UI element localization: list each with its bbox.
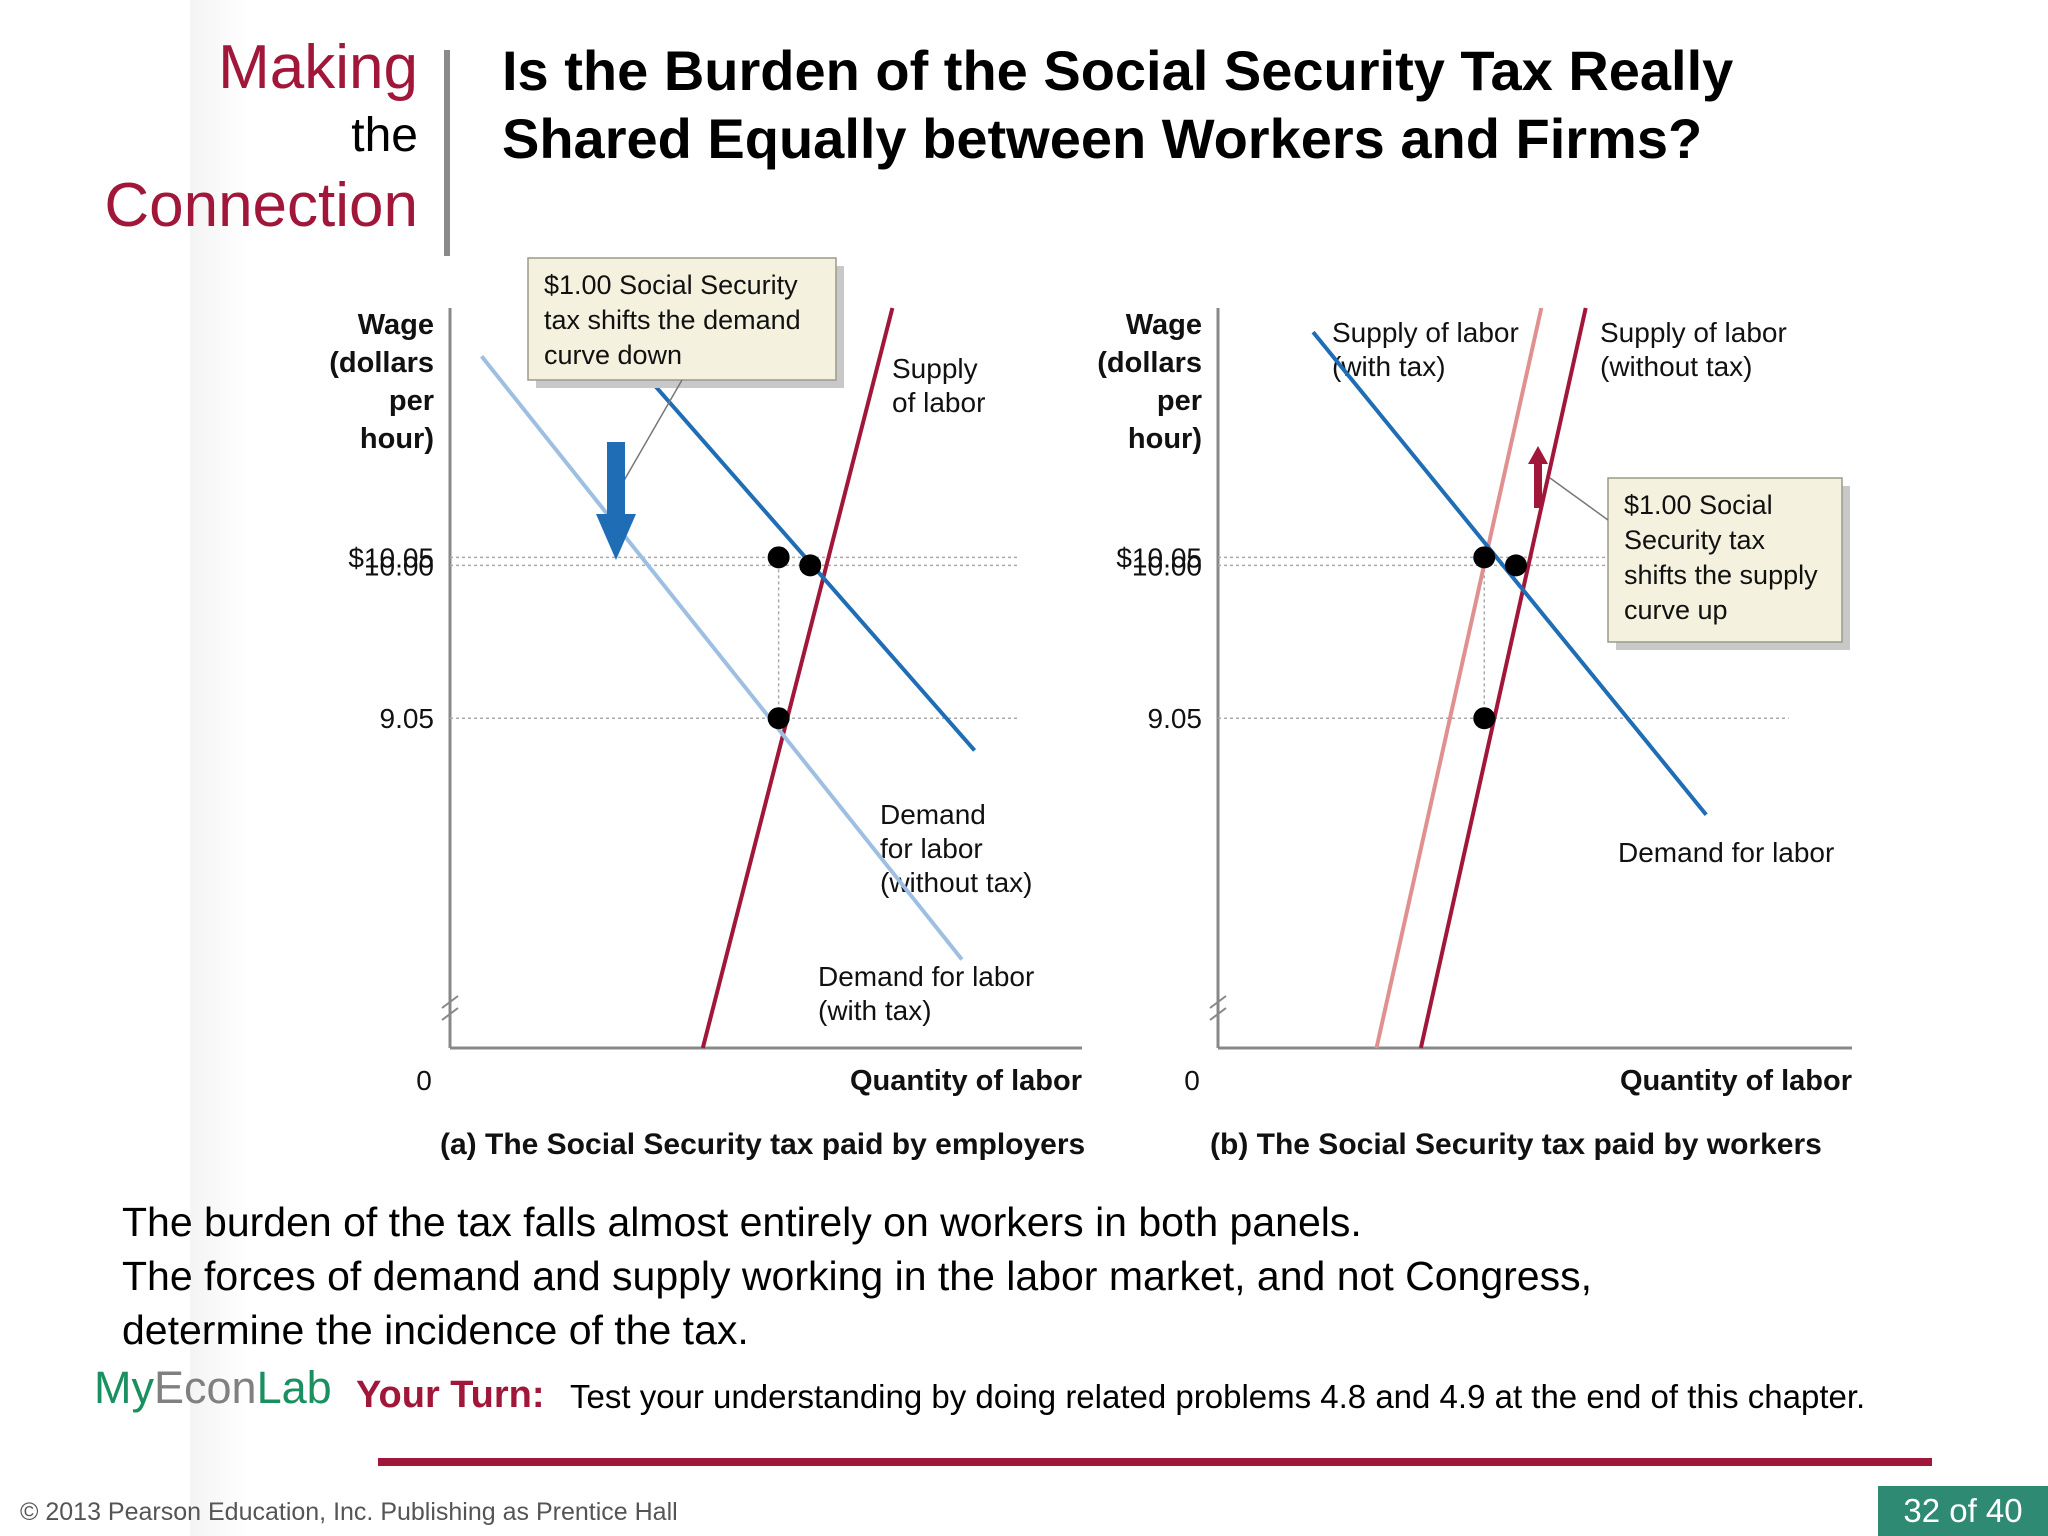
copyright-text: © 2013 Pearson Education, Inc. Publishin… [20, 1498, 678, 1526]
myeconlab-econ: Econ [154, 1362, 257, 1413]
series-label-1-1-1: (without tax) [1600, 351, 1753, 382]
y-axis-label-0-3: hour) [360, 423, 434, 455]
footer-rule [378, 1458, 1932, 1466]
equilibrium-point-1-0 [1473, 546, 1496, 569]
series-label-0-1-2: (without tax) [880, 867, 1033, 898]
shift-arrow-down-0 [596, 442, 636, 560]
page-number: 32 of 40 [1878, 1486, 2048, 1536]
myeconlab-lab: Lab [256, 1362, 332, 1413]
annotation-text-0-2: curve down [544, 340, 682, 370]
y-axis-label-1-2: per [1157, 385, 1202, 417]
y-tick-label-1-0: $10.05 [1116, 542, 1202, 573]
series-label-0-1-1: for labor [880, 833, 983, 864]
series-line-1-0 [1374, 307, 1544, 1049]
annotation-leader-0 [621, 379, 683, 485]
your-turn-text: Test your understanding by doing related… [570, 1378, 1866, 1415]
equilibrium-point-0-2 [767, 707, 790, 730]
series-label-0-1-0: Demand [880, 799, 986, 830]
series-label-1-1-0: Supply of labor [1600, 317, 1787, 348]
annotation-box-0 [527, 257, 837, 381]
charts-canvas: Wage (dollars per hour) 0 Quantity of labor (a… [329, 257, 1852, 1161]
series-line-0-2 [480, 355, 964, 961]
series-label-1-0-0: Supply of labor [1332, 317, 1519, 348]
series-label-0-0-1: of labor [892, 387, 985, 418]
axis-break-0 [441, 995, 459, 1021]
annotation-text-1-1: Security tax [1624, 525, 1766, 555]
y-axis-label-0-0: Wage [358, 309, 434, 341]
equilibrium-point-0-0 [767, 546, 790, 569]
shift-arrow-up-1 [1528, 446, 1548, 508]
y-tick-label-1-2: 9.05 [1148, 703, 1203, 734]
y-tick-label-1-1: 10.00 [1132, 550, 1202, 581]
brand-the: the [351, 109, 418, 162]
series-line-0-0 [700, 307, 895, 1049]
slide-title-line-1: Is the Burden of the Social Security Tax… [502, 39, 1734, 102]
series-line-1-1 [1418, 307, 1588, 1049]
brand-divider [444, 50, 450, 256]
axis-break-1 [1209, 995, 1227, 1021]
origin-label-1: 0 [1184, 1065, 1200, 1096]
equilibrium-point-1-1 [1504, 554, 1527, 577]
brand-connection: Connection [104, 171, 418, 240]
myeconlab-my: My [94, 1362, 154, 1413]
series-label-0-2-0: Demand for labor [818, 961, 1034, 992]
body-text-line-2: The forces of demand and supply working … [122, 1253, 1592, 1299]
annotation-text-1-2: shifts the supply [1624, 560, 1818, 590]
y-axis-label-1-1: (dollars [1097, 347, 1202, 379]
panel-title-1: (b) The Social Security tax paid by work… [1210, 1128, 1822, 1161]
y-tick-label-0-2: 9.05 [380, 703, 435, 734]
y-tick-label-0-1: 10.00 [364, 550, 434, 581]
annotation-text-1-3: curve up [1624, 595, 1728, 625]
x-axis-label-1: Quantity of labor [1620, 1065, 1852, 1097]
x-axis-label-0: Quantity of labor [850, 1065, 1082, 1097]
y-axis-label-0-1: (dollars [329, 347, 434, 379]
slide-title-line-2: Shared Equally between Workers and Firms… [502, 107, 1703, 170]
annotation-text-0-0: $1.00 Social Security [544, 270, 798, 300]
myeconlab-logo: MyEconLab [94, 1362, 332, 1414]
y-axis-label-1-0: Wage [1126, 309, 1202, 341]
panel-title-0: (a) The Social Security tax paid by empl… [440, 1128, 1085, 1161]
annotation-leader-1 [1549, 477, 1609, 521]
equilibrium-point-0-1 [799, 554, 822, 577]
equilibrium-point-1-2 [1473, 707, 1496, 730]
brand-making: Making [218, 33, 418, 102]
annotation-text-0-1: tax shifts the demand [544, 305, 801, 335]
y-axis-label-1-3: hour) [1128, 423, 1202, 455]
origin-label-0: 0 [416, 1065, 432, 1096]
y-axis-label-0-2: per [389, 385, 434, 417]
annotation-text-1-0: $1.00 Social [1624, 490, 1773, 520]
annotation-box-1 [1607, 477, 1843, 643]
y-tick-label-0-0: $10.05 [348, 542, 434, 573]
body-text-line-3: determine the incidence of the tax. [122, 1307, 749, 1353]
slide-background [190, 0, 2048, 1536]
series-label-1-2-0: Demand for labor [1618, 837, 1834, 868]
series-label-0-0-0: Supply [892, 353, 978, 384]
body-text-line-1: The burden of the tax falls almost entir… [122, 1199, 1362, 1245]
series-label-0-2-1: (with tax) [818, 995, 932, 1026]
your-turn-label: Your Turn: [356, 1374, 545, 1416]
